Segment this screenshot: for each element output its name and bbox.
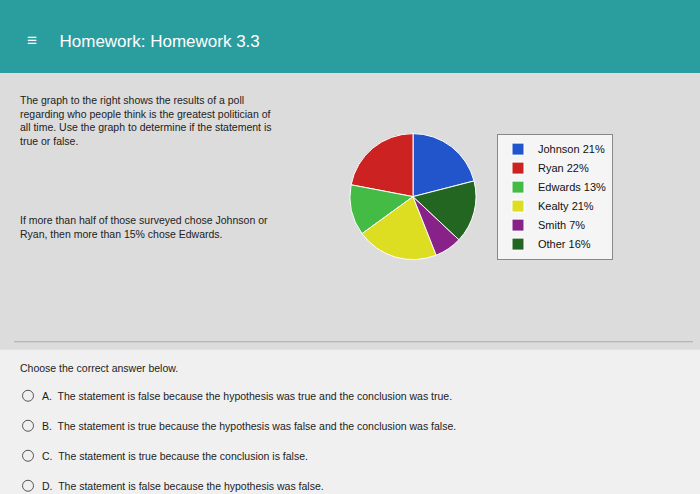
svg-text:Choose the correct answer belo: Choose the correct answer below. <box>20 362 178 374</box>
svg-text:The graph to the right shows t: The graph to the right shows the results… <box>20 94 272 147</box>
svg-text:Ryan 22%: Ryan 22% <box>538 162 589 174</box>
svg-text:Edwards 13%: Edwards 13% <box>538 181 606 193</box>
svg-text:Kealty 21%: Kealty 21% <box>538 200 594 212</box>
svg-text:B. The statement is true beca: B. The statement is true because the hyp… <box>42 420 456 432</box>
svg-text:If more than half of those sur: If more than half of those surveyed chos… <box>20 214 268 240</box>
svg-text:≡: ≡ <box>27 31 37 50</box>
svg-text:Homework: Homework 3.3: Homework: Homework 3.3 <box>60 32 260 51</box>
svg-text:Other 16%: Other 16% <box>538 238 591 250</box>
svg-text:A. The statement is false bec: A. The statement is false because the hy… <box>42 390 452 402</box>
svg-text:Smith 7%: Smith 7% <box>538 219 585 231</box>
svg-text:Johnson 21%: Johnson 21% <box>538 143 605 155</box>
svg-text:C. The statement is true beca: C. The statement is true because the con… <box>42 450 308 462</box>
svg-text:D. The statement is false bec: D. The statement is false because the hy… <box>42 480 324 492</box>
